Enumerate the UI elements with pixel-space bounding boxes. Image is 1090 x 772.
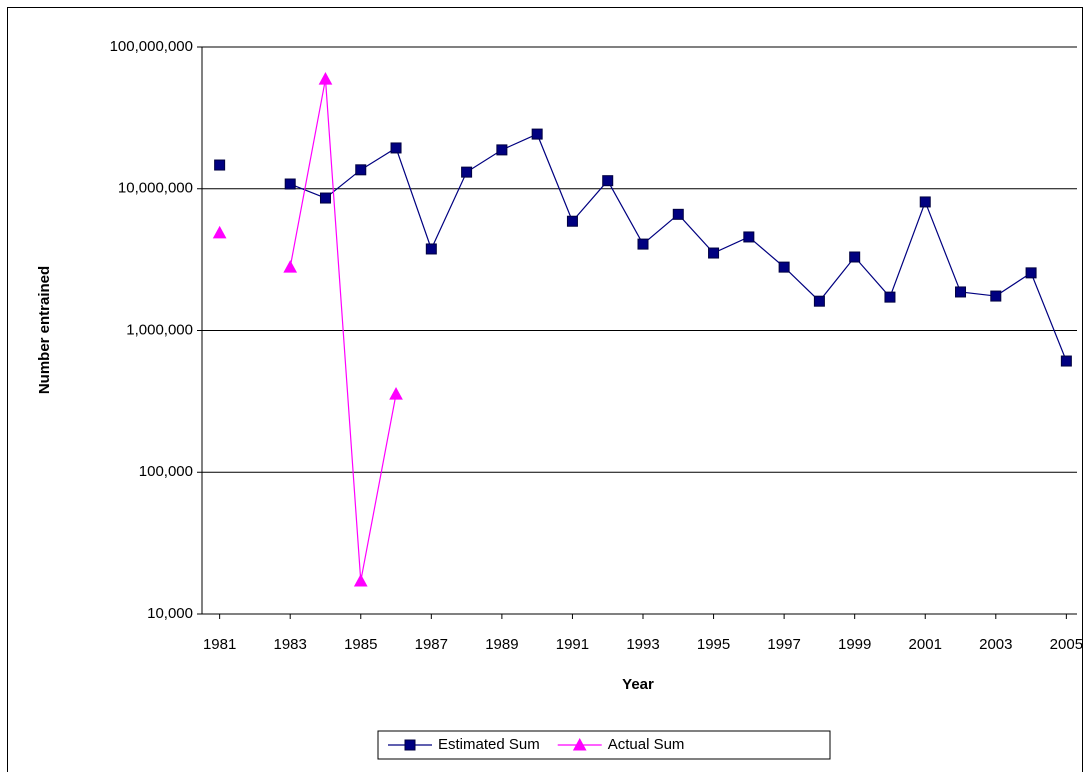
x-tick-label: 2003	[979, 636, 1012, 653]
legend-marker	[572, 737, 587, 751]
y-axis-label: Number entrained	[36, 266, 53, 394]
marker	[778, 261, 790, 273]
marker	[496, 144, 508, 156]
legend-box	[377, 730, 831, 760]
marker	[425, 243, 437, 255]
legend-label: Actual Sum	[608, 736, 685, 753]
chart-frame	[7, 7, 1083, 772]
marker	[355, 164, 367, 176]
marker	[1060, 355, 1072, 367]
marker	[318, 72, 333, 85]
marker	[955, 286, 967, 298]
x-tick-label: 2001	[909, 636, 942, 653]
marker	[212, 225, 227, 239]
marker	[884, 291, 896, 303]
marker	[390, 142, 402, 154]
legend: Estimated Sum Actual Sum	[377, 730, 831, 760]
x-tick-label: 1981	[203, 636, 236, 653]
x-tick-label: 1999	[838, 636, 871, 653]
marker	[813, 295, 825, 307]
marker	[389, 387, 403, 400]
x-tick-label: 1991	[556, 636, 589, 653]
legend-marker	[404, 739, 416, 751]
y-tick-label: 1,000,000	[126, 321, 193, 338]
x-tick-label: 1995	[697, 636, 730, 653]
x-tick-label: 1987	[415, 636, 448, 653]
marker	[1025, 267, 1037, 279]
marker	[990, 290, 1002, 302]
marker	[353, 573, 368, 587]
y-tick-label: 100,000,000	[110, 38, 193, 55]
x-axis-label: Year	[622, 676, 654, 693]
x-tick-label: 1989	[485, 636, 518, 653]
x-tick-label: 1985	[344, 636, 377, 653]
marker	[283, 260, 298, 273]
y-tick-label: 10,000,000	[118, 180, 193, 197]
y-tick-label: 10,000	[147, 605, 193, 622]
marker	[284, 178, 296, 190]
x-tick-label: 2005	[1050, 636, 1083, 653]
series-line	[289, 78, 397, 582]
legend-label: Estimated Sum	[438, 736, 540, 753]
marker	[919, 196, 931, 208]
y-tick-label: 100,000	[139, 463, 193, 480]
marker	[849, 251, 861, 263]
marker	[319, 192, 331, 204]
marker	[214, 159, 226, 171]
marker	[602, 175, 614, 187]
marker	[531, 128, 543, 140]
x-tick-label: 1993	[626, 636, 659, 653]
marker	[708, 247, 720, 259]
marker	[461, 166, 473, 178]
marker	[566, 215, 578, 227]
marker	[672, 208, 684, 220]
marker	[743, 231, 755, 243]
x-tick-label: 1983	[274, 636, 307, 653]
marker	[637, 238, 649, 250]
x-tick-label: 1997	[767, 636, 800, 653]
